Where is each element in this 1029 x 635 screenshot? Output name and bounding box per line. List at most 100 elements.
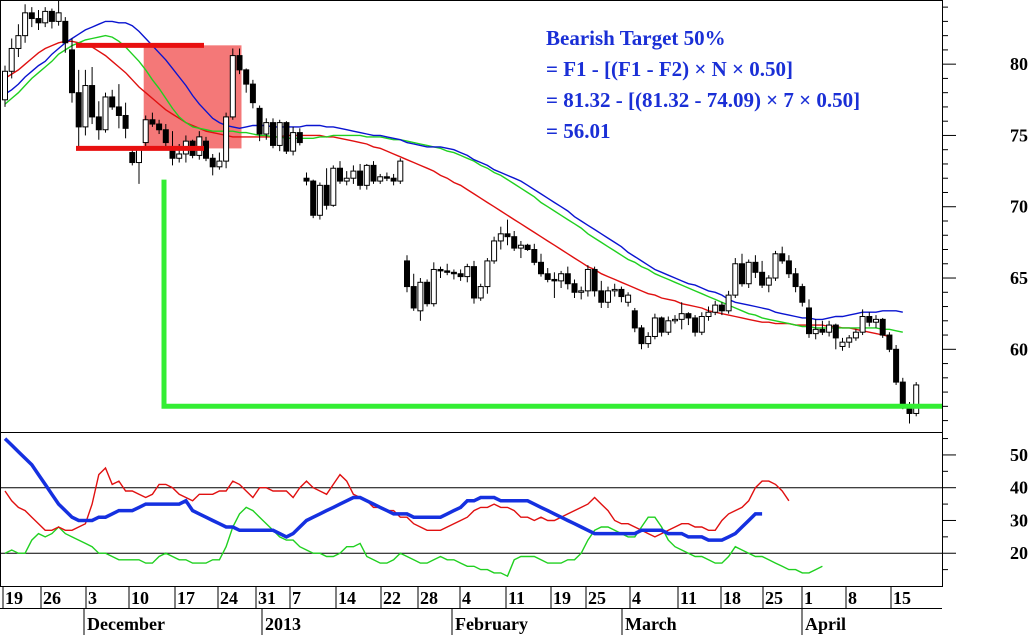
candle-body	[444, 270, 451, 273]
candle-body	[558, 273, 565, 282]
candle-body	[832, 324, 839, 339]
day-label: 19	[553, 588, 571, 608]
candle-body	[229, 55, 236, 118]
candle-body	[115, 106, 122, 116]
day-label: 22	[383, 588, 401, 608]
candle-body	[330, 167, 337, 206]
candle-body	[491, 240, 498, 262]
day-label: 25	[588, 588, 606, 608]
candle-body	[672, 318, 678, 322]
candle-body	[404, 260, 410, 288]
plus-di-line	[4, 506, 823, 578]
candle-body	[685, 313, 692, 319]
candle-body	[799, 286, 806, 303]
candle-body	[397, 160, 404, 182]
candle-body	[310, 180, 317, 216]
candle-body	[759, 271, 766, 286]
day-label: 1	[804, 588, 813, 608]
candle-body	[531, 249, 538, 263]
month-label: March	[625, 614, 677, 634]
candle-body	[591, 268, 598, 292]
candle-body	[263, 122, 270, 135]
candle-body	[89, 85, 96, 118]
candle-body	[879, 318, 886, 336]
candle-body	[745, 261, 752, 285]
candle-body	[22, 12, 29, 37]
indicator-tick-label: 30	[1010, 510, 1028, 530]
candle-body	[149, 119, 156, 125]
candle-body	[471, 266, 477, 299]
candle-body	[209, 157, 216, 168]
day-label: 18	[723, 588, 741, 608]
candle-body	[866, 316, 873, 323]
candle-body	[62, 20, 69, 44]
candle-body	[819, 328, 826, 333]
candle-body	[645, 335, 652, 345]
candle-body	[651, 317, 658, 337]
candle-body	[2, 70, 8, 101]
candle-body	[551, 278, 558, 282]
candle-body	[357, 170, 364, 186]
candle-body	[765, 277, 772, 286]
candle-body	[785, 260, 792, 275]
candle-body	[437, 268, 444, 272]
day-label: 24	[220, 588, 238, 608]
day-label: 7	[292, 588, 301, 608]
month-label: December	[87, 614, 165, 634]
candle-body	[571, 283, 578, 293]
price-tick-label: 80	[1010, 54, 1028, 74]
candle-body	[417, 281, 424, 312]
day-label: 25	[765, 588, 783, 608]
candle-body	[658, 317, 665, 333]
candle-body	[450, 271, 457, 275]
candle-body	[899, 381, 906, 407]
indicator-tick-label: 20	[1010, 543, 1028, 563]
indicator-tick-label: 40	[1010, 478, 1028, 498]
price-tick-label: 65	[1010, 268, 1028, 288]
annotation-line-4: = 56.01	[546, 119, 611, 143]
candle-body	[564, 273, 571, 285]
candle-body	[350, 170, 357, 179]
annotation-line-2: = F1 - [(F1 - F2) × N × 0.50]	[546, 57, 794, 81]
candle-body	[256, 107, 263, 135]
candle-body	[779, 253, 786, 262]
candle-body	[337, 167, 343, 182]
candle-body	[343, 177, 350, 182]
candle-body	[276, 122, 283, 146]
candle-body	[42, 10, 49, 24]
day-label: 11	[680, 588, 697, 608]
candle-body	[504, 233, 511, 238]
candle-body	[625, 294, 632, 303]
candle-body	[430, 268, 437, 305]
annotation-line-3: = 81.32 - [(81.32 - 74.09) × 7 × 0.50]	[546, 88, 861, 112]
day-label: 3	[88, 588, 97, 608]
candle-body	[852, 331, 859, 339]
candle-body	[75, 92, 82, 128]
price-tick-label: 60	[1010, 339, 1028, 359]
candle-body	[598, 290, 605, 303]
candle-body	[584, 268, 591, 292]
candle-body	[739, 263, 745, 285]
day-label: 10	[131, 588, 149, 608]
candle-body	[290, 132, 297, 152]
candle-body	[631, 310, 638, 329]
day-label: 17	[177, 588, 195, 608]
candle-body	[859, 316, 866, 333]
candle-body	[203, 140, 209, 159]
ema-fast-line	[4, 20, 903, 321]
candle-body	[718, 304, 725, 312]
month-label: February	[455, 614, 528, 634]
candle-body	[69, 49, 75, 94]
minus-di-line	[4, 466, 790, 538]
candle-body	[424, 281, 431, 305]
day-label: 11	[508, 588, 525, 608]
candle-body	[15, 35, 22, 49]
month-label: 2013	[265, 614, 301, 634]
candle-body	[893, 348, 900, 383]
target-line	[161, 179, 942, 409]
ema-slow-line	[4, 40, 890, 338]
day-label: 31	[258, 588, 276, 608]
candle-body	[283, 122, 290, 152]
candle-body	[605, 290, 611, 303]
price-tick-label: 75	[1010, 125, 1028, 145]
